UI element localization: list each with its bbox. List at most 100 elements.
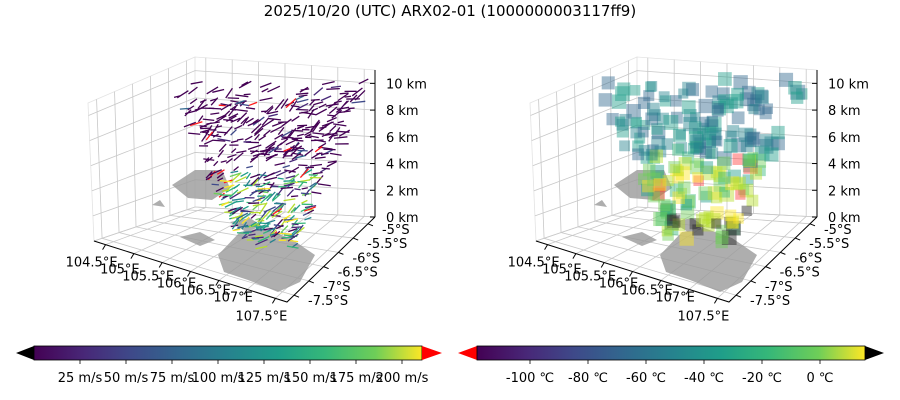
temperature-cube [712,95,726,109]
temperature-cube [713,177,728,192]
wind-vector [272,208,283,215]
wind-vector [216,169,225,175]
temperature-cube [645,81,656,93]
wind-vector [250,221,257,227]
wind-vector [233,152,244,162]
wind-vector [244,135,253,141]
colorbar-gradient [33,345,423,361]
temperature-cube [665,213,677,225]
wind-vector [213,160,219,167]
x-tick-label: 107.5°E [677,309,729,324]
wind-vector [267,229,277,238]
wind-vector [209,169,222,176]
temperature-cube [754,89,769,104]
temperature-cube [710,206,724,220]
wind-vector [218,104,226,107]
x-tick-label: 106.5°E [179,283,231,298]
temperature-cube [743,153,758,168]
wind-vector [231,104,239,110]
temperature-cube [640,119,651,130]
wind-vector [321,167,330,170]
wind-vector [333,123,347,127]
temperature-cube [675,129,686,140]
wind-vector [227,153,237,159]
wind-vector [285,138,298,146]
temperature-cube [641,183,654,197]
wind-vector [243,231,252,234]
temperature-cube [651,135,665,150]
wind-vector [267,85,281,93]
temperature-cube [631,116,643,128]
wind-vector [252,152,265,157]
temperature-cube [661,138,674,150]
temperature-cube [711,101,727,116]
land-shape [218,228,315,292]
wind-vector [282,214,291,221]
wind-vector [275,224,284,230]
temperature-cube [650,187,665,201]
wind-vector [230,100,239,103]
wind-vector [225,157,233,164]
wind-vector [252,196,266,203]
wind-vector [326,116,337,123]
temperature-cube [648,109,661,122]
wind-vector [235,94,249,98]
temperature-cube [694,157,705,168]
wind-vector [344,95,352,98]
wind-vector [295,95,304,101]
wind-vector [249,191,256,197]
temperature-cube [698,98,713,114]
wind-vector [299,86,309,93]
wind-vector [232,197,246,201]
wind-vector [202,118,215,122]
wind-vector [313,101,324,106]
wind-vector [349,94,358,103]
temperature-cube [654,145,667,158]
wind-vector [229,191,242,200]
temperature-cube [658,198,671,212]
wind-vector [224,184,235,189]
temperature-cube [713,103,724,114]
wind-vector [301,199,308,204]
wind-vector [240,117,248,125]
wind-vector [290,207,296,214]
wind-vector [309,163,323,167]
wind-vector [254,125,264,135]
temperature-cube [760,134,773,147]
wind-vector [234,124,243,130]
temperature-cube [637,126,649,138]
wind-vector [252,202,267,207]
colorbar-tick-label: 75 m/s [150,371,195,386]
temperature-cube [615,116,626,127]
temperature-cube [747,131,761,145]
temperature-cube [727,169,741,183]
wind-vector [271,193,281,202]
temperature-cube [700,161,714,175]
colorbar-tick-label: -100 ℃ [506,371,554,386]
wind-vector [263,146,271,156]
wind-vector [290,104,300,108]
temperature-cube [651,171,664,184]
wind-vector [210,112,220,115]
wind-vector [213,139,226,142]
wind-vector [189,98,198,105]
temperature-cube [743,159,758,174]
temperature-cube [687,142,700,155]
temperature-cube [672,171,684,184]
wind-vector [199,122,212,129]
temperature-cube [646,81,658,92]
wind-vector [274,150,288,153]
wind-vector [241,81,249,87]
temperature-cube [725,176,740,191]
wind-vector [265,219,276,225]
temperature-cube [706,137,717,148]
wind-vector [272,202,284,212]
wind-vector [294,188,301,191]
temperature-cube [699,212,711,224]
wind-vector [314,145,323,153]
temperature-cube [747,152,759,163]
temperature-cube [672,128,687,142]
wind-vector [277,126,285,136]
